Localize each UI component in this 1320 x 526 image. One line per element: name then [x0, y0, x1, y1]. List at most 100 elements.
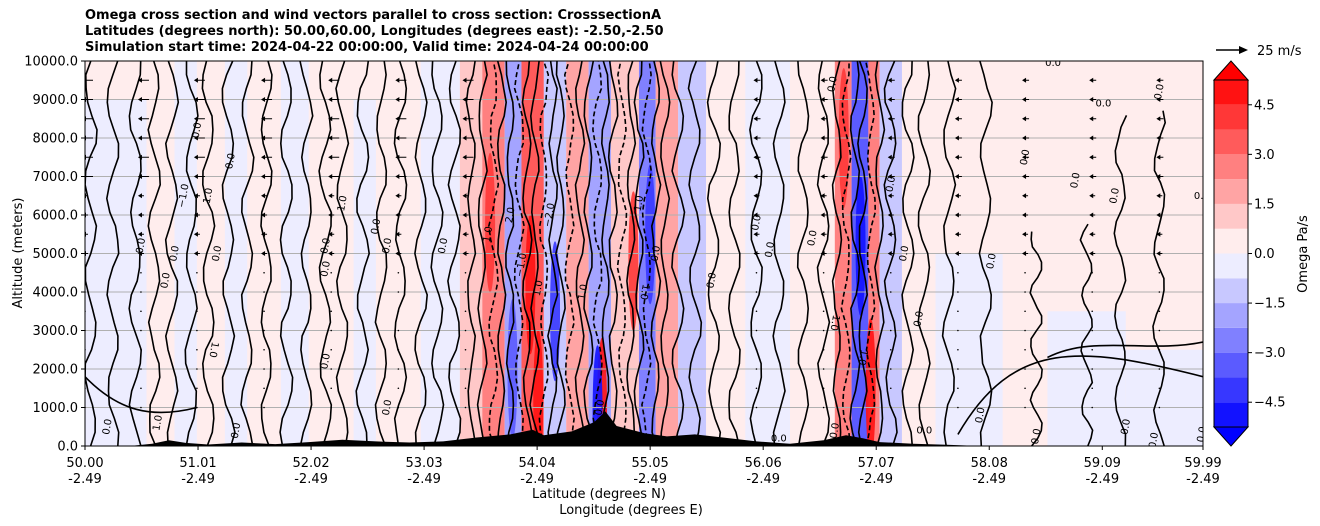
wind-vector-dot — [263, 406, 265, 409]
wind-vector-dot — [330, 406, 333, 409]
y-axis-label: Altitude (meters) — [11, 198, 26, 309]
contour-line — [184, 61, 199, 446]
contour-label: 0.0 — [437, 237, 451, 255]
contour-line — [538, 61, 550, 446]
contour-line — [957, 355, 1203, 435]
wind-vector-head — [395, 154, 400, 160]
wind-vector-head — [261, 251, 266, 256]
wind-vector-dot — [755, 329, 758, 332]
wind-vector-head — [954, 116, 959, 122]
contour-label: 2.0 — [504, 206, 518, 224]
wind-vector-head — [954, 251, 959, 256]
wind-vector-dot — [1024, 406, 1026, 409]
wind-vector-head — [1156, 193, 1161, 199]
contour-line — [1047, 341, 1203, 359]
wind-vector-head — [328, 116, 333, 122]
wind-vector-head — [395, 174, 400, 179]
y-tick-label: 3000.0 — [33, 324, 79, 339]
wind-vector-head — [328, 251, 333, 256]
wind-vector-head — [193, 174, 198, 179]
contour-line — [772, 61, 786, 446]
wind-vector-head — [1089, 77, 1094, 83]
wind-vector-head — [193, 135, 198, 141]
wind-vector-head — [954, 231, 959, 237]
contour-label: 0.0 — [1069, 172, 1083, 190]
colorbar-tick-label: −4.5 — [1254, 396, 1286, 411]
x-tick-label-lon: -2.49 — [407, 472, 441, 487]
wind-vector-head — [954, 135, 959, 141]
colorbar-segment — [1214, 80, 1248, 105]
x-tick-label-lon: -2.49 — [633, 472, 667, 487]
field-core — [533, 329, 544, 446]
wind-vector-dot — [196, 329, 198, 332]
wind-vector-dot — [822, 406, 825, 409]
wind-vector-dot — [330, 348, 333, 351]
wind-vector-head — [1089, 174, 1094, 179]
contour-line — [633, 61, 645, 446]
y-tick-label: 0.0 — [57, 440, 78, 455]
wind-vector-dot — [889, 310, 892, 313]
wind-vector-head — [261, 135, 266, 141]
wind-vector-head — [462, 231, 467, 237]
field-band — [85, 99, 147, 446]
wind-vector-head — [887, 135, 892, 141]
wind-vector-head — [261, 97, 266, 102]
contour-label: 1.0 — [637, 283, 651, 301]
wind-vector-head — [462, 135, 467, 141]
contour-label: 0.0 — [159, 272, 173, 290]
colorbar-segment — [1214, 327, 1248, 353]
wind-vector-dot — [397, 291, 400, 293]
contour-line — [201, 61, 216, 446]
contour-line — [659, 61, 671, 446]
contour-line — [164, 61, 180, 446]
colorbar-extend-max — [1212, 60, 1250, 81]
contour-line — [874, 61, 886, 446]
contour-label: 0.0 — [191, 122, 205, 140]
wind-vector-head — [887, 174, 892, 179]
wind-vector-dot — [263, 387, 265, 390]
wind-vector-dot — [1158, 348, 1161, 351]
wind-vector-dot — [140, 329, 142, 332]
wind-vector-dot — [1091, 310, 1094, 313]
wind-vector-head — [820, 116, 825, 122]
contour-label: 1.0 — [577, 283, 591, 301]
contour-line — [555, 61, 566, 446]
contour-line — [85, 376, 198, 414]
colorbar-segment — [1214, 179, 1248, 204]
wind-vector-dot — [263, 329, 265, 332]
wind-vector-head — [1022, 251, 1027, 256]
wind-vector-dot — [196, 406, 198, 409]
contour-line — [671, 61, 686, 446]
wind-vector-head — [1022, 97, 1027, 102]
y-tick-label: 2000.0 — [33, 363, 79, 378]
wind-vector-head — [395, 193, 400, 199]
wind-vector-dot — [397, 329, 400, 332]
contour-label: 0.0 — [829, 422, 843, 440]
contour-line — [465, 61, 477, 446]
wind-vector-dot — [957, 291, 959, 293]
wind-vector-head — [261, 212, 266, 218]
contour-label: 0.0 — [101, 418, 115, 436]
y-tick-label: 10000.0 — [24, 55, 78, 70]
contour-line — [529, 61, 540, 446]
contour-line — [626, 61, 637, 446]
contour-line — [574, 61, 586, 446]
contour-line — [299, 61, 314, 446]
contour-label: 0.0 — [381, 399, 395, 417]
wind-vector-dot — [755, 368, 758, 370]
contour-label: 0.0 — [224, 152, 238, 170]
wind-vector-head — [328, 97, 333, 102]
wind-vector-head — [261, 193, 266, 199]
y-tick-label: 1000.0 — [33, 401, 79, 416]
x-tick-label-lat: 57.07 — [858, 456, 895, 471]
wind-vector-head — [753, 212, 758, 218]
wind-vector-head — [1156, 212, 1161, 218]
contour-label: 1.0 — [202, 187, 216, 205]
field-band — [1047, 311, 1126, 446]
contour-label: 0.0 — [826, 75, 840, 93]
wind-vector-head — [1022, 116, 1027, 122]
contour-line — [513, 61, 525, 446]
wind-vector-head — [820, 231, 825, 237]
quiver-key-arrowhead — [1239, 46, 1248, 54]
